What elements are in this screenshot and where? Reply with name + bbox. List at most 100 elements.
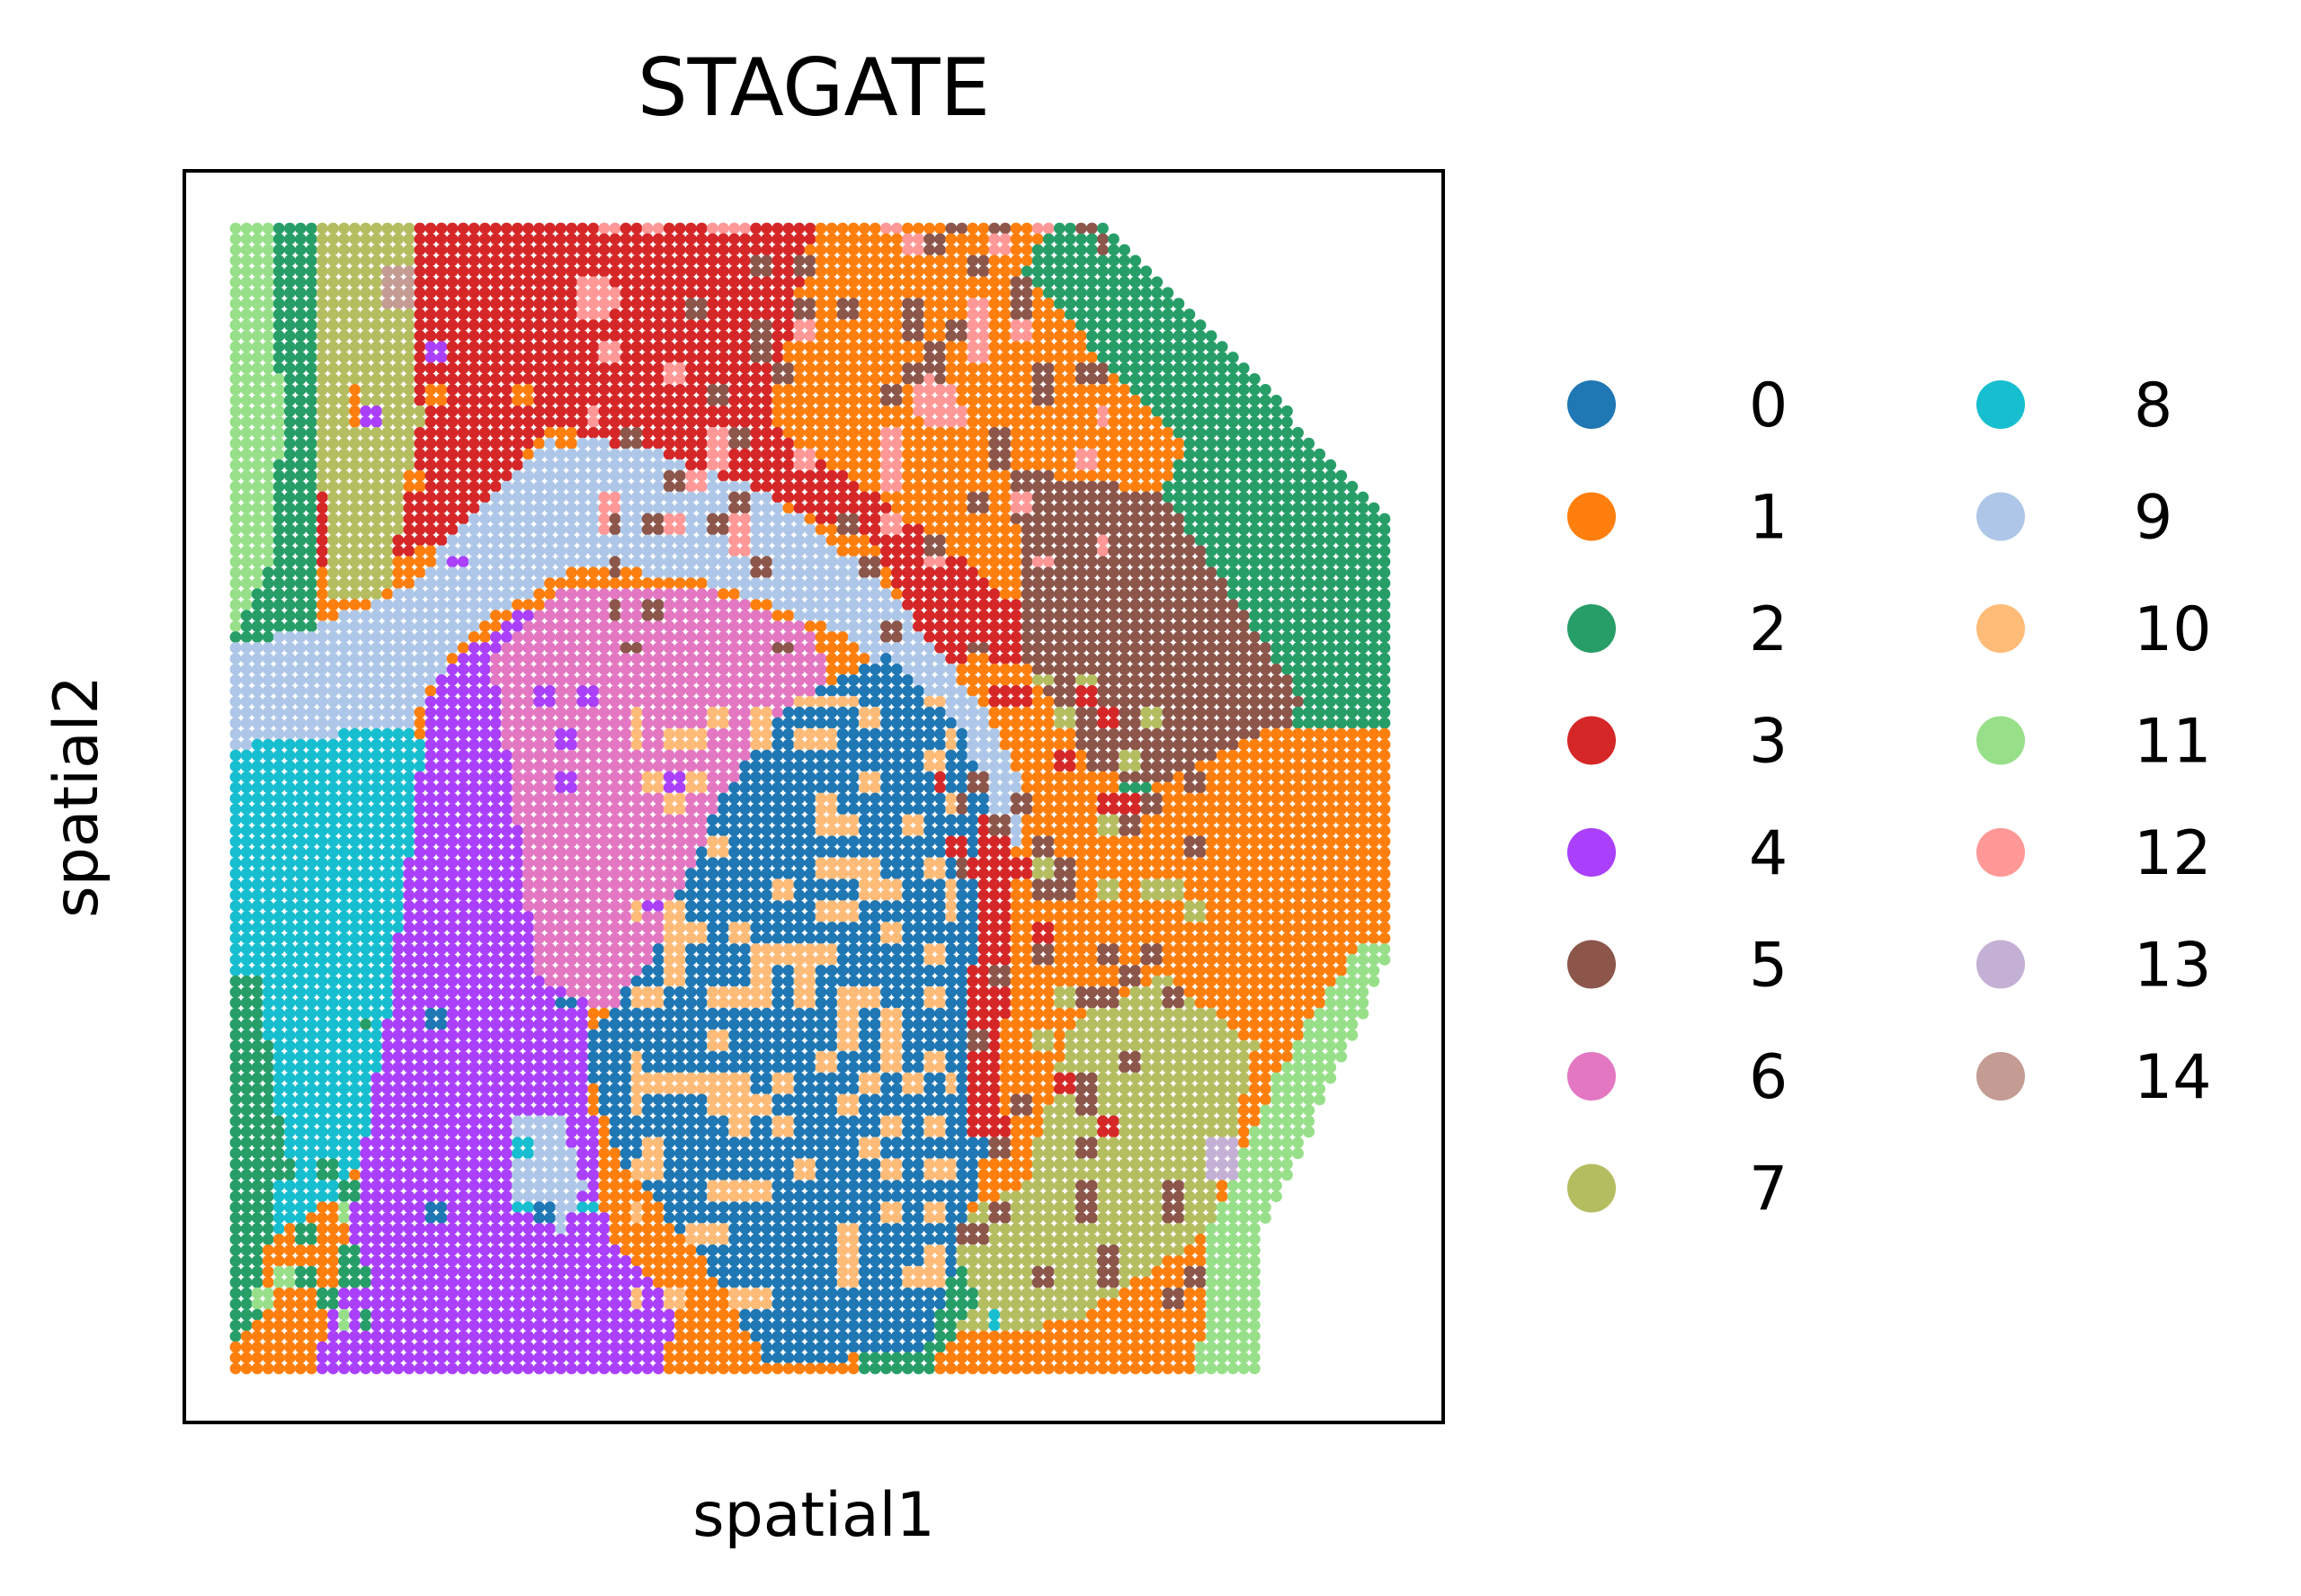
spot-cluster-3	[761, 415, 773, 428]
spot-cluster-11	[262, 405, 274, 417]
spot-cluster-6	[598, 674, 611, 686]
spot-cluster-2	[1314, 577, 1325, 590]
spot-cluster-5	[1129, 545, 1142, 557]
spot-cluster-1	[858, 373, 870, 385]
spot-cluster-3	[424, 298, 437, 310]
spot-cluster-5	[1129, 727, 1142, 740]
spot-cluster-11	[251, 448, 263, 460]
spot-cluster-3	[468, 233, 480, 245]
spot-cluster-1	[934, 448, 946, 460]
spot-cluster-11	[262, 491, 274, 504]
spot-cluster-3	[761, 480, 773, 493]
spot-cluster-1	[869, 545, 881, 557]
spot-cluster-7	[360, 244, 372, 256]
spot-cluster-1	[913, 502, 924, 514]
spot-cluster-3	[446, 244, 459, 256]
spot-cluster-7	[360, 384, 372, 396]
spot-cluster-9	[576, 448, 589, 460]
spot-cluster-9	[836, 566, 849, 579]
spot-cluster-11	[272, 395, 285, 406]
spot-cluster-9	[825, 588, 838, 601]
spot-cluster-3	[1108, 706, 1119, 718]
spot-cluster-1	[999, 502, 1012, 514]
spot-cluster-5	[1140, 631, 1153, 643]
spot-cluster-5	[1151, 545, 1164, 557]
spot-cluster-5	[1271, 695, 1282, 708]
spot-cluster-5	[1053, 599, 1066, 611]
spot-cluster-2	[1075, 254, 1087, 267]
spot-cluster-6	[707, 749, 718, 762]
spot-cluster-2	[1237, 523, 1250, 536]
spot-cluster-6	[673, 717, 686, 729]
spot-cluster-9	[696, 502, 708, 514]
spot-cluster-5	[1173, 695, 1185, 708]
spot-cluster-5	[685, 308, 697, 321]
spot-cluster-9	[934, 685, 946, 697]
spot-cluster-9	[793, 513, 806, 525]
spot-cluster-0	[880, 685, 892, 697]
spot-cluster-3	[707, 308, 718, 321]
spot-cluster-8	[283, 738, 296, 751]
spot-cluster-2	[1140, 308, 1153, 321]
spot-cluster-7	[392, 233, 405, 245]
spot-cluster-6	[489, 674, 502, 686]
spot-cluster-2	[1292, 642, 1304, 654]
spot-cluster-3	[707, 330, 718, 342]
spot-cluster-2	[1237, 448, 1250, 460]
spot-cluster-4	[522, 610, 534, 621]
spot-cluster-1	[1031, 287, 1044, 299]
spot-cluster-5	[999, 437, 1012, 450]
spot-cluster-6	[522, 653, 534, 664]
spot-cluster-9	[739, 566, 751, 579]
spot-cluster-1	[1010, 426, 1022, 439]
spot-cluster-9	[880, 642, 892, 654]
spot-cluster-10	[750, 738, 763, 751]
spot-cluster-10	[707, 706, 718, 718]
spot-cluster-6	[544, 749, 556, 762]
spot-cluster-9	[576, 513, 589, 525]
spot-cluster-1	[1151, 437, 1164, 450]
spot-cluster-5	[1162, 664, 1174, 675]
spot-cluster-3	[424, 373, 437, 385]
spot-cluster-12	[956, 405, 968, 417]
spot-cluster-2	[283, 480, 296, 493]
spot-cluster-1	[815, 308, 827, 321]
spot-cluster-2	[1259, 620, 1271, 632]
spot-cluster-1	[815, 426, 827, 439]
spot-cluster-9	[533, 513, 545, 525]
spot-cluster-1	[1140, 448, 1153, 460]
spot-cluster-2	[251, 588, 263, 601]
spot-cluster-1	[815, 415, 827, 428]
spot-cluster-1	[1129, 395, 1142, 406]
spot-cluster-11	[262, 415, 274, 428]
spot-cluster-2	[1259, 405, 1271, 417]
spot-cluster-12	[977, 341, 990, 352]
spot-cluster-3	[620, 298, 632, 310]
spot-cluster-7	[327, 352, 339, 363]
spot-cluster-7	[370, 373, 383, 385]
spot-cluster-1	[576, 566, 589, 579]
spot-cluster-4	[501, 631, 513, 643]
spot-cluster-2	[1292, 674, 1304, 686]
spot-cluster-3	[468, 384, 480, 396]
spot-cluster-12	[793, 330, 806, 342]
spot-cluster-3	[641, 319, 654, 331]
spot-cluster-3	[718, 276, 729, 289]
spot-cluster-2	[1281, 426, 1293, 439]
spot-cluster-9	[587, 437, 600, 450]
spot-cluster-2	[1173, 384, 1185, 396]
spot-cluster-5	[1259, 706, 1271, 718]
spot-cluster-3	[750, 395, 763, 406]
spot-cluster-11	[272, 426, 285, 439]
spot-cluster-3	[587, 395, 600, 406]
spot-cluster-3	[544, 341, 556, 352]
spot-cluster-0	[771, 738, 784, 751]
spot-cluster-7	[1031, 674, 1044, 686]
spot-cluster-3	[1010, 620, 1022, 632]
spot-cluster-11	[240, 545, 253, 557]
spot-cluster-3	[1021, 695, 1033, 708]
spot-cluster-1	[793, 287, 806, 299]
spot-cluster-1	[913, 513, 924, 525]
spot-cluster-3	[793, 502, 806, 514]
spot-cluster-4	[424, 738, 437, 751]
